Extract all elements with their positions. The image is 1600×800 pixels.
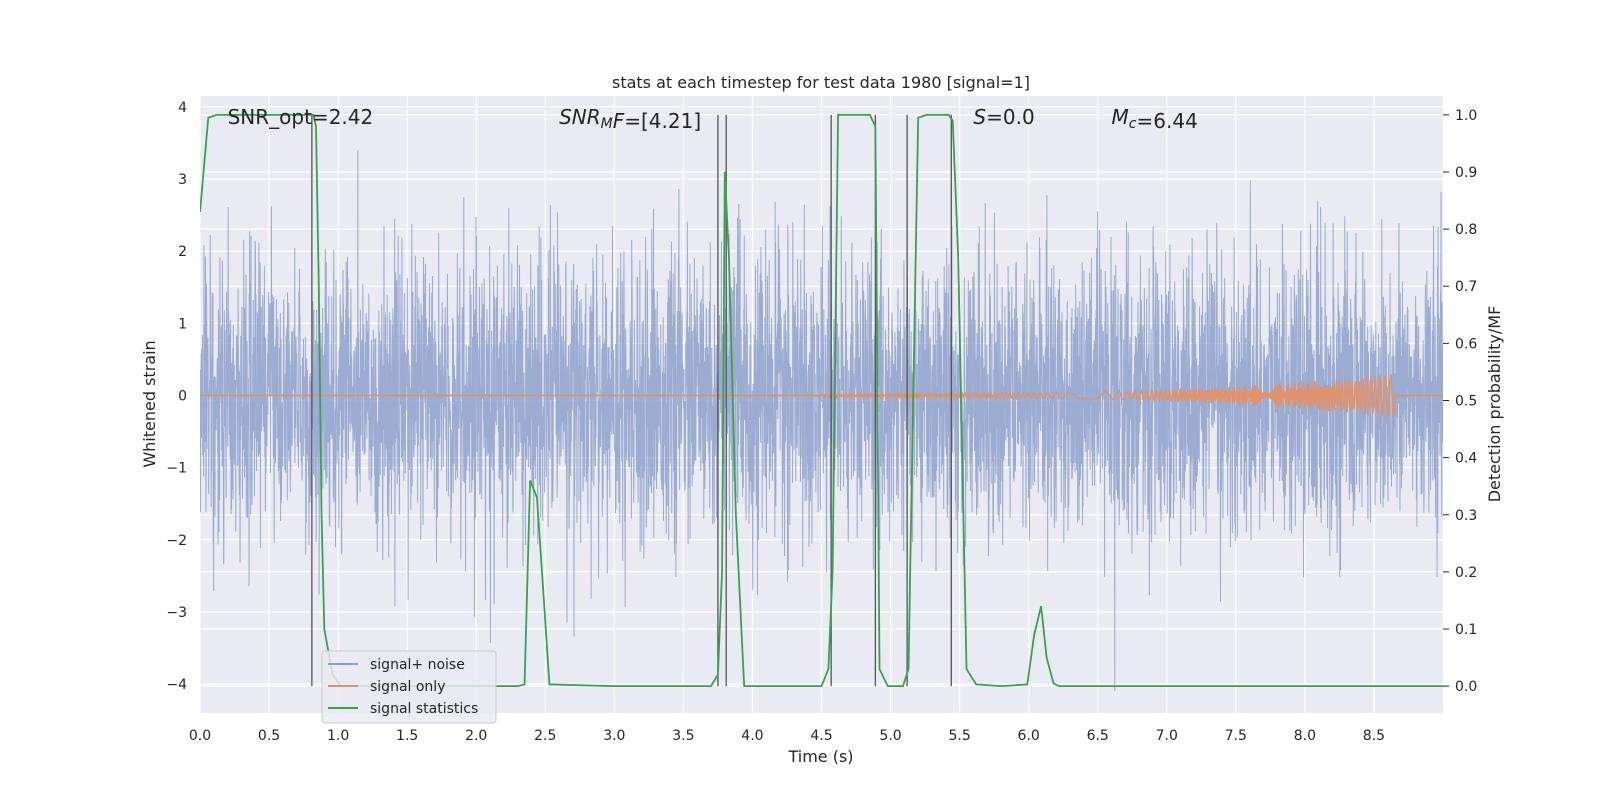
annotation-part: =0.0 bbox=[986, 105, 1035, 129]
annotation-part: SNR bbox=[559, 105, 601, 129]
y2-tick-label: 0.1 bbox=[1455, 622, 1477, 638]
annotation-part: SNR_opt=2.42 bbox=[228, 105, 374, 129]
x-tick-label: 0.0 bbox=[189, 728, 211, 744]
y-tick-label: −1 bbox=[166, 461, 187, 477]
x-tick-label: 5.0 bbox=[879, 728, 901, 744]
legend-label-signal-only: signal only bbox=[370, 679, 445, 695]
x-tick-label: 0.5 bbox=[258, 728, 280, 744]
y-tick-label: 4 bbox=[178, 100, 187, 116]
x-tick-label: 5.5 bbox=[948, 728, 970, 744]
annotation-part: M bbox=[1112, 105, 1129, 129]
signal-only-series bbox=[200, 374, 1443, 417]
y-tick-label: −3 bbox=[166, 605, 187, 621]
y-tick-label: 2 bbox=[178, 244, 187, 260]
x-tick-label: 2.0 bbox=[465, 728, 487, 744]
x-tick-label: 8.0 bbox=[1294, 728, 1316, 744]
x-tick-label: 1.0 bbox=[327, 728, 349, 744]
y2-tick-label: 0.6 bbox=[1455, 336, 1477, 352]
y-tick-label: 3 bbox=[178, 172, 187, 188]
y2-tick-label: 0.5 bbox=[1455, 394, 1477, 410]
annotation-text: SNRMF=[4.21] bbox=[559, 105, 701, 133]
y2-tick-label: 0.8 bbox=[1455, 222, 1477, 238]
legend-box bbox=[321, 650, 497, 724]
annotation-text: S=0.0 bbox=[973, 105, 1034, 129]
annotation-part: c bbox=[1129, 116, 1137, 132]
y-tick-label: 1 bbox=[178, 316, 187, 332]
signal-noise-line bbox=[200, 150, 1443, 692]
annotation-part: =6.44 bbox=[1137, 109, 1198, 133]
annotation-part: M bbox=[601, 116, 613, 132]
y2-tick-label: 0.2 bbox=[1455, 565, 1477, 581]
x-tick-label: 4.0 bbox=[741, 728, 763, 744]
y2-tick-label: 0.7 bbox=[1455, 279, 1477, 295]
legend-label-signal-noise: signal+ noise bbox=[370, 657, 465, 673]
chart-title: stats at each timestep for test data 198… bbox=[612, 73, 1030, 92]
x-tick-label: 1.5 bbox=[396, 728, 418, 744]
annotations: SNR_opt=2.42 SNRMF=[4.21] S=0.0 Mc=6.44 bbox=[228, 105, 1198, 133]
x-tick-label: 8.5 bbox=[1363, 728, 1385, 744]
signal-only-line bbox=[200, 374, 1443, 417]
annotation-part: S bbox=[973, 105, 986, 129]
x-tick-label: 6.0 bbox=[1018, 728, 1040, 744]
annotation-text: Mc=6.44 bbox=[1112, 105, 1198, 133]
signal-noise-series bbox=[200, 150, 1443, 692]
x-tick-label: 7.0 bbox=[1156, 728, 1178, 744]
y-tick-label: −4 bbox=[166, 677, 187, 693]
y2-tick-label: 0.0 bbox=[1455, 679, 1477, 695]
legend: signal+ noise signal only signal statist… bbox=[321, 650, 497, 724]
annotation-part: =[4.21] bbox=[624, 109, 701, 133]
legend-label-signal-statistics: signal statistics bbox=[370, 701, 478, 717]
y2-axis-ticks: 1.0 0.9 0.8 0.7 0.6 0.5 0.4 0.3 0.2 0.1 0.0 bbox=[1443, 108, 1477, 695]
x-axis-ticks: 0.0 0.5 1.0 1.5 2.0 2.5 3.0 3.5 4.0 4.5 5.0 5.5 6.0 6… bbox=[189, 728, 1385, 744]
y-tick-label: −2 bbox=[166, 533, 187, 549]
y2-tick-label: 0.3 bbox=[1455, 508, 1477, 524]
x-tick-label: 4.5 bbox=[810, 728, 832, 744]
x-axis-label: Time (s) bbox=[787, 747, 853, 766]
x-tick-label: 3.0 bbox=[603, 728, 625, 744]
y-tick-label: 0 bbox=[178, 388, 187, 404]
x-tick-label: 3.5 bbox=[672, 728, 694, 744]
x-tick-label: 6.5 bbox=[1087, 728, 1109, 744]
annotation-text: SNR_opt=2.42 bbox=[228, 105, 374, 129]
annotation-part: F bbox=[613, 109, 625, 133]
x-tick-label: 7.5 bbox=[1225, 728, 1247, 744]
y2-tick-label: 1.0 bbox=[1455, 108, 1477, 124]
y2-tick-label: 0.4 bbox=[1455, 451, 1477, 467]
y2-axis-label: Detection probability/MF bbox=[1485, 306, 1504, 503]
y-axis-ticks: 4 3 2 1 0 −1 −2 −3 −4 bbox=[166, 100, 187, 693]
y2-tick-label: 0.9 bbox=[1455, 165, 1477, 181]
y-axis-label: Whitened strain bbox=[140, 340, 159, 467]
x-tick-label: 2.5 bbox=[534, 728, 556, 744]
